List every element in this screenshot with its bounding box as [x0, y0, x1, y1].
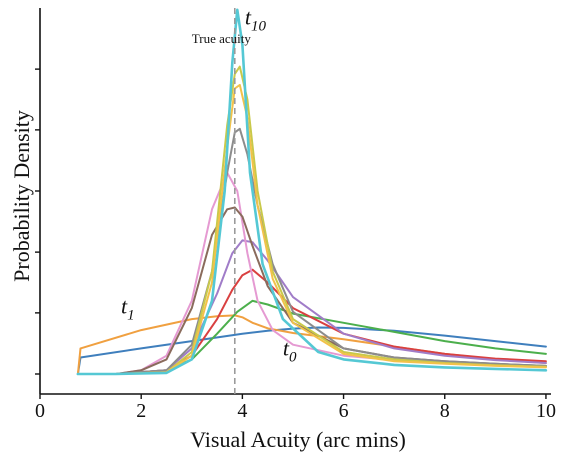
series-line-t4: [76, 239, 547, 375]
x-axis-title: Visual Acuity (arc mins): [190, 427, 406, 452]
x-tick-label: 0: [35, 400, 45, 422]
y-axis-title: Probability Density: [9, 110, 34, 282]
x-tick-label: 6: [339, 400, 349, 422]
curve-label-t1: t1: [121, 294, 135, 324]
true-acuity-label: True acuity: [192, 31, 252, 46]
chart-axes: 0 2 4 6 8 10: [35, 8, 556, 422]
series-line-t10: [76, 8, 548, 376]
x-tick-label: 10: [536, 400, 556, 422]
curve-label-t0: t0: [283, 336, 297, 366]
x-tick-label: 2: [136, 400, 146, 422]
chart-series-group: [76, 8, 548, 376]
x-tick-label: 4: [237, 400, 247, 422]
series-line-t8: [76, 65, 547, 375]
x-tick-label: 8: [440, 400, 450, 422]
curve-label-t10: t10: [245, 4, 267, 34]
series-line-t5: [76, 171, 547, 375]
series-line-t7: [76, 127, 547, 375]
